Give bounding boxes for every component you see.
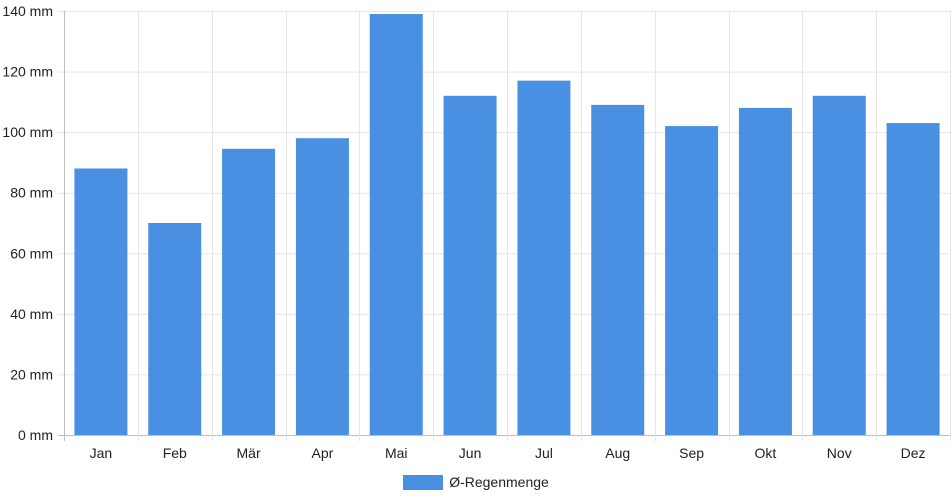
legend[interactable]: Ø-Regenmenge — [0, 472, 952, 492]
x-tick-label: Apr — [312, 445, 334, 461]
x-tick-label: Aug — [605, 445, 630, 461]
y-tick-label: 60 mm — [10, 245, 53, 261]
x-tick-label: Mär — [237, 445, 261, 461]
x-tick-label: Okt — [755, 445, 777, 461]
bar-chart: 0 mm 20 mm 40 mm 60 mm 80 mm 100 mm 120 mm 140 … — [2, 3, 951, 461]
x-tick-label: Jul — [535, 445, 553, 461]
x-tick-label: Mai — [385, 445, 408, 461]
bar-dez — [886, 123, 940, 436]
bar-jul — [517, 80, 571, 436]
legend-label: Ø-Regenmenge — [449, 474, 549, 490]
bar-okt — [738, 107, 792, 436]
bar-mai — [369, 14, 423, 436]
bar-nov — [812, 95, 866, 436]
x-tick-label: Dez — [901, 445, 926, 461]
y-tick-label: 0 mm — [18, 427, 53, 443]
y-tick-label: 100 mm — [2, 124, 53, 140]
y-tick-label: 80 mm — [10, 185, 53, 201]
y-tick-label: 40 mm — [10, 306, 53, 322]
bar-feb — [148, 223, 202, 435]
bar-mär — [222, 148, 276, 436]
bar-jan — [74, 168, 128, 435]
bar-sep — [665, 126, 719, 435]
bar-jun — [443, 95, 497, 436]
bar-apr — [295, 138, 349, 435]
x-tick-label: Feb — [163, 445, 187, 461]
y-tick-label: 140 mm — [2, 3, 53, 19]
x-tick-label: Jun — [459, 445, 482, 461]
x-tick-label: Jan — [90, 445, 113, 461]
x-tick-label: Nov — [827, 445, 852, 461]
y-tick-label: 120 mm — [2, 64, 53, 80]
bar-aug — [591, 104, 645, 435]
x-tick-label: Sep — [679, 445, 704, 461]
y-tick-label: 20 mm — [10, 366, 53, 382]
legend-swatch — [403, 474, 444, 490]
